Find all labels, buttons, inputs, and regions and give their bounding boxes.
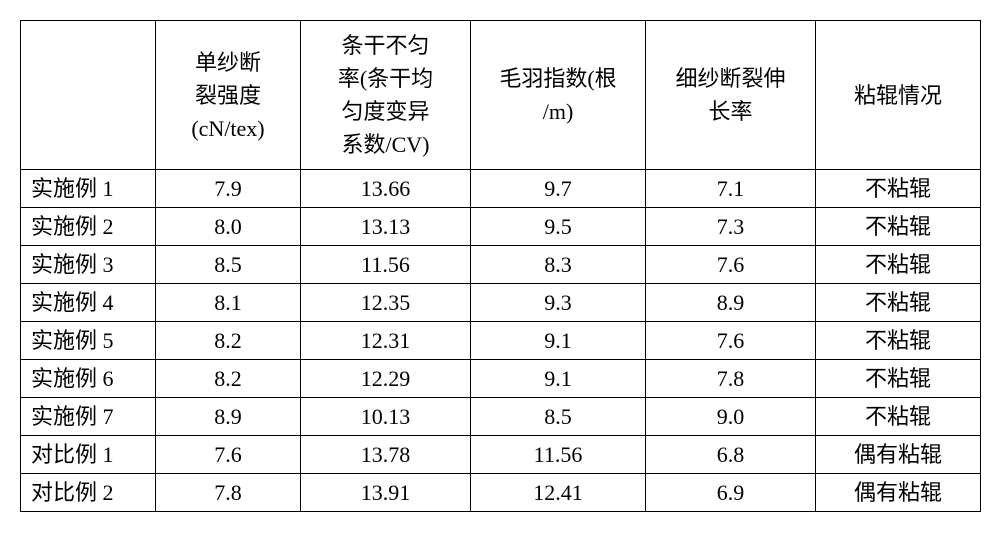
cell: 9.7: [471, 170, 646, 208]
row-label: 实施例 5: [21, 322, 156, 360]
cell: 9.1: [471, 322, 646, 360]
cell: 13.66: [301, 170, 471, 208]
cell: 10.13: [301, 398, 471, 436]
cell: 7.8: [646, 360, 816, 398]
cell: 不粘辊: [816, 398, 981, 436]
cell: 12.29: [301, 360, 471, 398]
col-header-uneven: 条干不匀率(条干均匀度变异系数/CV): [301, 21, 471, 170]
cell: 8.9: [156, 398, 301, 436]
row-label: 实施例 7: [21, 398, 156, 436]
cell: 不粘辊: [816, 246, 981, 284]
cell: 8.1: [156, 284, 301, 322]
data-table: 单纱断裂强度(cN/tex) 条干不匀率(条干均匀度变异系数/CV) 毛羽指数(…: [20, 20, 981, 512]
cell: 9.1: [471, 360, 646, 398]
cell: 6.8: [646, 436, 816, 474]
table-header-row: 单纱断裂强度(cN/tex) 条干不匀率(条干均匀度变异系数/CV) 毛羽指数(…: [21, 21, 981, 170]
table-row: 实施例 38.511.568.37.6不粘辊: [21, 246, 981, 284]
table-row: 实施例 28.013.139.57.3不粘辊: [21, 208, 981, 246]
col-header-blank: [21, 21, 156, 170]
cell: 11.56: [471, 436, 646, 474]
row-label: 实施例 6: [21, 360, 156, 398]
cell: 7.1: [646, 170, 816, 208]
cell: 8.5: [156, 246, 301, 284]
table-body: 实施例 17.913.669.77.1不粘辊实施例 28.013.139.57.…: [21, 170, 981, 512]
cell: 9.0: [646, 398, 816, 436]
row-label: 对比例 2: [21, 474, 156, 512]
cell: 6.9: [646, 474, 816, 512]
cell: 11.56: [301, 246, 471, 284]
cell: 7.6: [646, 246, 816, 284]
cell: 不粘辊: [816, 284, 981, 322]
row-label: 对比例 1: [21, 436, 156, 474]
cell: 8.5: [471, 398, 646, 436]
row-label: 实施例 1: [21, 170, 156, 208]
cell: 13.13: [301, 208, 471, 246]
cell: 偶有粘辊: [816, 436, 981, 474]
cell: 12.41: [471, 474, 646, 512]
table-row: 实施例 17.913.669.77.1不粘辊: [21, 170, 981, 208]
row-label: 实施例 2: [21, 208, 156, 246]
cell: 7.9: [156, 170, 301, 208]
cell: 13.78: [301, 436, 471, 474]
cell: 8.9: [646, 284, 816, 322]
cell: 7.8: [156, 474, 301, 512]
col-header-hairiness: 毛羽指数(根/m): [471, 21, 646, 170]
table-row: 实施例 48.112.359.38.9不粘辊: [21, 284, 981, 322]
table-row: 实施例 78.910.138.59.0不粘辊: [21, 398, 981, 436]
col-header-elongation: 细纱断裂伸长率: [646, 21, 816, 170]
cell: 8.3: [471, 246, 646, 284]
row-label: 实施例 4: [21, 284, 156, 322]
cell: 7.6: [646, 322, 816, 360]
cell: 7.3: [646, 208, 816, 246]
cell: 8.0: [156, 208, 301, 246]
cell: 8.2: [156, 360, 301, 398]
cell: 13.91: [301, 474, 471, 512]
table-row: 对比例 17.613.7811.566.8偶有粘辊: [21, 436, 981, 474]
table-row: 对比例 27.813.9112.416.9偶有粘辊: [21, 474, 981, 512]
cell: 偶有粘辊: [816, 474, 981, 512]
cell: 9.5: [471, 208, 646, 246]
row-label: 实施例 3: [21, 246, 156, 284]
cell: 12.31: [301, 322, 471, 360]
cell: 8.2: [156, 322, 301, 360]
cell: 不粘辊: [816, 208, 981, 246]
cell: 9.3: [471, 284, 646, 322]
cell: 12.35: [301, 284, 471, 322]
table-row: 实施例 58.212.319.17.6不粘辊: [21, 322, 981, 360]
col-header-roller: 粘辊情况: [816, 21, 981, 170]
col-header-strength: 单纱断裂强度(cN/tex): [156, 21, 301, 170]
cell: 不粘辊: [816, 360, 981, 398]
cell: 不粘辊: [816, 322, 981, 360]
cell: 7.6: [156, 436, 301, 474]
cell: 不粘辊: [816, 170, 981, 208]
table-row: 实施例 68.212.299.17.8不粘辊: [21, 360, 981, 398]
